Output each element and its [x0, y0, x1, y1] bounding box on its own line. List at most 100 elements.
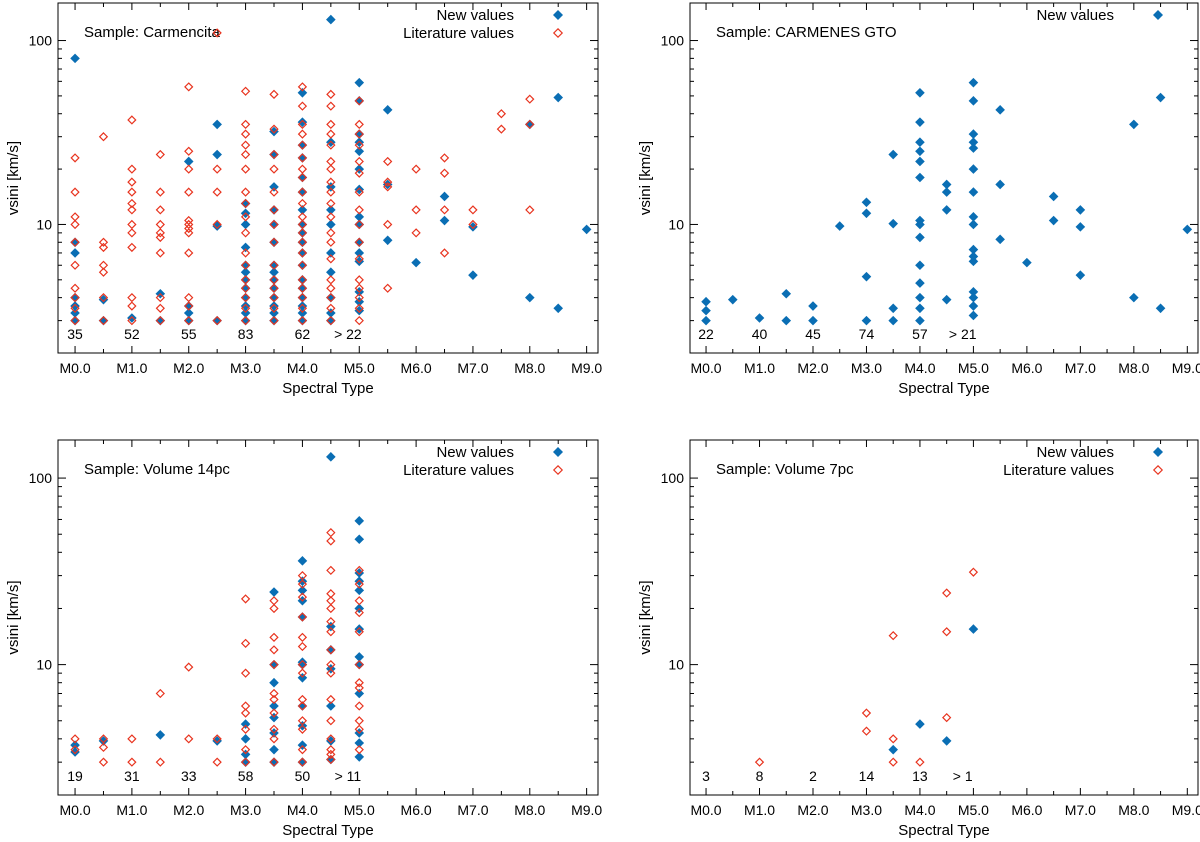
- x-tick-label: M1.0: [116, 802, 147, 818]
- new-value-point: [354, 77, 365, 88]
- new-value-point: [581, 224, 592, 235]
- chart-panel-4: M0.0 M1.0 M2.0 M3.0 M4.0 M5.0 M6.0 M7.0 M8.0 M9.0…: [637, 439, 1200, 839]
- new-value-point: [240, 267, 251, 278]
- new-value-point: [701, 296, 711, 307]
- new-value-point: [888, 744, 898, 755]
- literature-value-point: [354, 205, 364, 215]
- literature-value-point: [942, 627, 952, 637]
- sample-title: Sample: Carmencita: [84, 24, 221, 41]
- count-label: 83: [238, 326, 254, 342]
- literature-value-point: [942, 712, 952, 723]
- new-value-point: [240, 315, 251, 326]
- literature-value-point: [269, 757, 279, 767]
- literature-value-point: [326, 140, 336, 150]
- literature-value-point: [326, 119, 336, 130]
- new-value-point: [439, 215, 450, 226]
- literature-value-point: [98, 292, 109, 303]
- count-label: 40: [752, 326, 768, 342]
- new-value-point: [297, 260, 308, 271]
- literature-value-point: [212, 734, 222, 744]
- new-value-point: [1075, 270, 1086, 280]
- literature-value-point: [297, 237, 308, 247]
- count-label: 57: [912, 326, 928, 342]
- literature-value-point: [326, 129, 336, 139]
- literature-value-point: [127, 757, 137, 767]
- x-tick-label: M6.0: [401, 360, 432, 376]
- literature-value-point: [297, 641, 308, 652]
- new-value-point: [326, 621, 336, 632]
- legend-label: New values: [1036, 444, 1114, 461]
- literature-value-point: [98, 757, 109, 767]
- literature-value-point: [297, 119, 308, 130]
- literature-value-point: [240, 724, 251, 734]
- new-value-point: [240, 757, 251, 767]
- literature-value-point: [98, 237, 109, 247]
- new-value-point: [269, 126, 279, 137]
- x-tick-label: M2.0: [173, 802, 204, 818]
- literature-value-point: [127, 734, 137, 744]
- sample-title: Sample: CARMENES GTO: [716, 24, 897, 41]
- literature-value-point: [942, 588, 952, 598]
- new-value-point: [968, 96, 979, 106]
- new-value-point: [968, 137, 979, 148]
- new-value-point: [269, 677, 279, 688]
- literature-value-point: [155, 187, 165, 197]
- literature-value-point: [297, 757, 308, 767]
- literature-value-point: [354, 119, 364, 130]
- chart-panel-3: M0.0 M1.0 M2.0 M3.0 M4.0 M5.0 M6.0 M7.0 M8.0 M9.0…: [5, 439, 602, 839]
- new-value-point: [354, 534, 365, 545]
- new-value-point: [326, 315, 336, 326]
- literature-value-point: [354, 283, 364, 293]
- new-value-point: [212, 221, 222, 231]
- literature-value-point: [354, 96, 364, 106]
- literature-value-point: [212, 315, 222, 326]
- new-value-point: [524, 292, 535, 303]
- new-value-point: [888, 315, 898, 326]
- new-value-point: [861, 271, 872, 282]
- literature-value-point: [411, 228, 421, 238]
- literature-value-point: [269, 659, 279, 670]
- new-value-point: [354, 576, 365, 587]
- literature-value-point: [127, 198, 137, 209]
- new-value-point: [808, 315, 818, 326]
- legend-literature-marker: [552, 27, 564, 39]
- new-value-point: [382, 235, 393, 246]
- new-value-point: [297, 301, 308, 311]
- new-value-point: [297, 659, 308, 670]
- literature-value-point: [127, 228, 137, 238]
- literature-value-point: [326, 275, 336, 285]
- new-value-point: [269, 315, 279, 326]
- new-value-point: [915, 278, 925, 288]
- new-value-point: [326, 205, 336, 215]
- literature-value-point: [155, 688, 165, 699]
- new-value-point: [70, 53, 80, 64]
- legend-label: New values: [436, 7, 514, 24]
- literature-value-point: [354, 745, 364, 755]
- plot-frame: [689, 439, 1199, 796]
- literature-value-point: [240, 303, 251, 313]
- literature-value-point: [155, 219, 165, 230]
- new-value-point: [269, 757, 279, 767]
- literature-value-point: [297, 694, 308, 705]
- new-value-point: [240, 242, 251, 253]
- literature-value-point: [411, 205, 421, 215]
- literature-value-point: [468, 205, 478, 215]
- count-label: 2: [809, 768, 817, 784]
- new-value-point: [1155, 92, 1166, 103]
- literature-value-point: [70, 212, 80, 222]
- literature-value-point: [127, 242, 137, 253]
- literature-value-point: [269, 724, 279, 734]
- x-tick-label: M0.0: [690, 802, 721, 818]
- literature-value-point: [269, 596, 279, 606]
- literature-value-point: [184, 223, 194, 234]
- literature-value-point: [127, 164, 137, 174]
- y-axis-label: vsini [km/s]: [637, 141, 654, 215]
- new-value-point: [941, 187, 952, 197]
- new-value-point: [297, 153, 308, 163]
- new-value-point: [269, 205, 279, 215]
- new-value-point: [968, 164, 979, 174]
- literature-value-point: [525, 119, 535, 130]
- count-label: 8: [756, 768, 764, 784]
- new-value-point: [915, 117, 925, 127]
- new-value-point: [297, 237, 308, 248]
